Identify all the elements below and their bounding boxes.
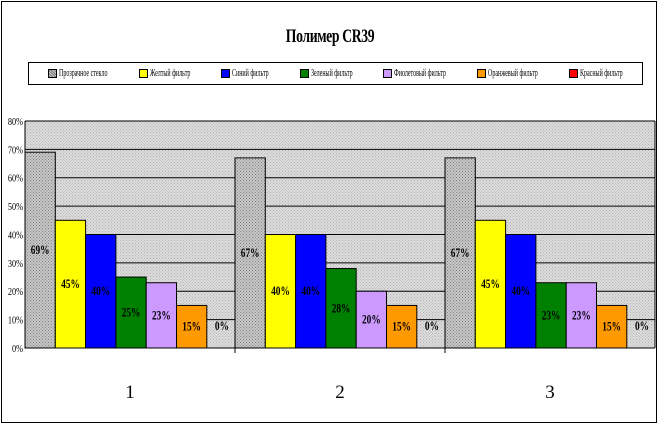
- data-label: 40%: [271, 285, 290, 299]
- legend-item: Оранжевый фильтр: [477, 68, 538, 79]
- data-label: 23%: [572, 309, 591, 323]
- bar: [295, 234, 327, 349]
- bar: [325, 268, 357, 349]
- data-label: 28%: [332, 302, 351, 316]
- data-label: 0%: [635, 320, 649, 334]
- chart-legend: Прозрачное стекло Желтый фильтр Синий филь…: [28, 62, 643, 85]
- bar: [264, 234, 297, 349]
- data-label: 15%: [602, 320, 621, 334]
- data-label: 15%: [182, 320, 201, 334]
- bar: [386, 304, 418, 349]
- legend-swatch: [568, 69, 578, 78]
- legend-swatch: [299, 69, 309, 78]
- data-label: 40%: [511, 285, 530, 299]
- legend-item: Желтый фильтр: [138, 68, 191, 79]
- legend-item: Зеленый фильтр: [299, 68, 353, 79]
- legend-label: Синий фильтр: [232, 68, 269, 79]
- x-tick-label: 3: [545, 382, 555, 403]
- bar: [85, 234, 117, 349]
- bar: [505, 234, 537, 349]
- legend-item: Прозрачное стекло: [48, 68, 108, 79]
- data-label: 45%: [61, 278, 80, 292]
- legend-label: Фиолетовый фильтр: [394, 68, 447, 79]
- data-label: 45%: [481, 278, 500, 292]
- data-label: 67%: [241, 247, 260, 261]
- legend-label: Красный фильтр: [579, 68, 623, 79]
- legend-swatch: [48, 69, 58, 78]
- data-label: 0%: [425, 320, 439, 334]
- legend-item: Синий фильтр: [221, 68, 269, 79]
- data-label: 23%: [152, 309, 171, 323]
- data-label: 69%: [31, 244, 50, 258]
- bar: [596, 304, 628, 349]
- data-label: 40%: [91, 285, 110, 299]
- bar: [355, 290, 388, 349]
- legend-label: Оранжевый фильтр: [488, 68, 538, 79]
- legend-swatch: [477, 69, 487, 78]
- legend-label: Прозрачное стекло: [59, 68, 108, 79]
- chart-title: Полимер CR39: [285, 26, 375, 47]
- legend-item: Красный фильтр: [568, 68, 623, 79]
- legend-swatch: [383, 69, 393, 78]
- data-label: 40%: [301, 285, 320, 299]
- bar: [234, 157, 266, 349]
- y-tick-label: 60%: [8, 173, 23, 185]
- legend-swatch: [138, 69, 148, 78]
- x-tick-label: 1: [125, 382, 135, 403]
- data-label: 20%: [362, 313, 381, 327]
- y-tick-label: 80%: [8, 116, 23, 128]
- legend-item: Фиолетовый фильтр: [383, 68, 446, 79]
- y-tick-label: 0%: [12, 343, 23, 355]
- bar: [145, 282, 177, 349]
- bar: [176, 304, 208, 349]
- bar: [535, 282, 567, 349]
- y-tick-label: 70%: [8, 144, 23, 156]
- y-tick-label: 30%: [8, 258, 23, 270]
- y-tick-label: 20%: [8, 286, 23, 298]
- bar: [474, 219, 507, 349]
- y-tick-label: 10%: [8, 315, 23, 327]
- legend-swatch: [221, 69, 231, 78]
- data-label: 15%: [392, 320, 411, 334]
- legend-label: Зеленый фильтр: [310, 68, 353, 79]
- data-label: 25%: [122, 306, 141, 320]
- bar: [565, 282, 598, 349]
- data-label: 0%: [215, 320, 229, 334]
- data-label: 67%: [451, 247, 470, 261]
- y-tick-label: 40%: [8, 229, 23, 241]
- legend-label: Желтый фильтр: [149, 68, 191, 79]
- bar: [54, 219, 87, 349]
- y-tick-label: 50%: [8, 201, 23, 213]
- x-tick-label: 2: [335, 382, 345, 403]
- data-label: 23%: [542, 309, 561, 323]
